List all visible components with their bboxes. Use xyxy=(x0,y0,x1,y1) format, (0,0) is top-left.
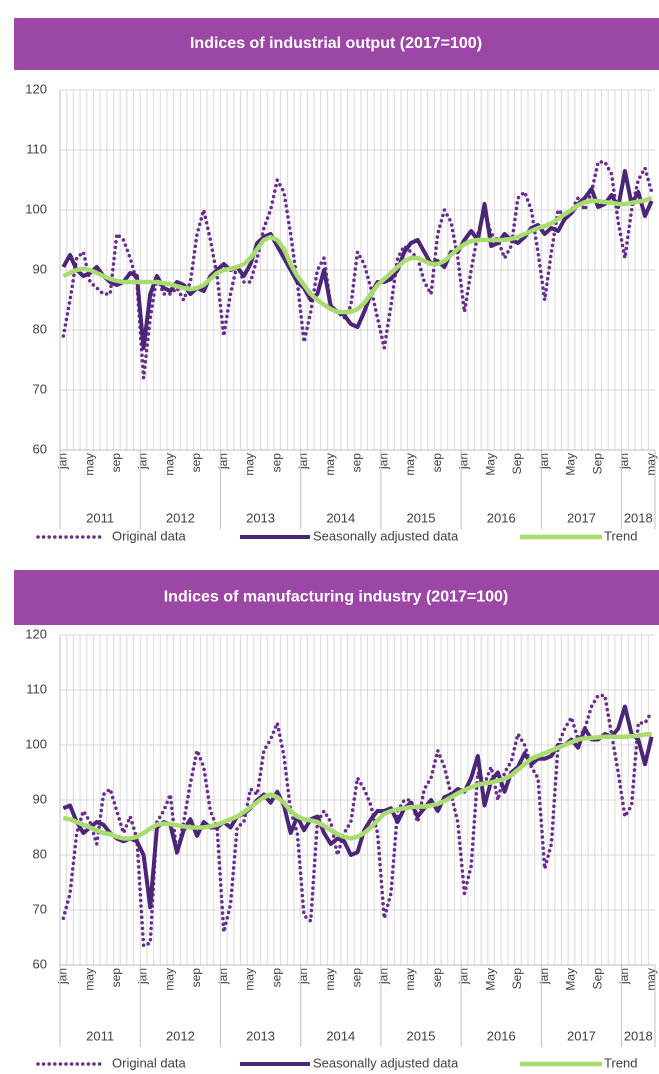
x-tick-label: may xyxy=(403,968,417,991)
x-tick-label: may xyxy=(644,453,658,476)
x-tick-label: may xyxy=(82,453,96,476)
x-tick-label: sep xyxy=(109,453,123,473)
series-line xyxy=(62,704,654,910)
y-tick-label: 120 xyxy=(25,81,47,96)
x-group-label: 2012 xyxy=(166,510,195,525)
y-tick-label: 70 xyxy=(33,381,47,396)
legend-label: Trend xyxy=(604,528,637,543)
x-group-label: 2015 xyxy=(407,510,436,525)
x-group-label: 2011 xyxy=(86,510,114,525)
legend-label: Original data xyxy=(112,528,186,543)
x-group-label: 2016 xyxy=(487,510,516,525)
legend-label: Original data xyxy=(112,1055,186,1070)
y-tick-label: 110 xyxy=(26,141,47,156)
x-group-label: 2014 xyxy=(326,510,355,525)
x-group-label: 2011 xyxy=(86,1028,114,1043)
x-tick-label: jan xyxy=(216,453,230,470)
x-group-label: 2013 xyxy=(246,510,275,525)
legend-label: Seasonally adjusted data xyxy=(313,528,459,543)
x-tick-label: jan xyxy=(376,453,390,470)
y-tick-label: 60 xyxy=(33,956,47,971)
x-tick-label: jan xyxy=(537,453,551,470)
x-group-label: 2012 xyxy=(166,1028,195,1043)
x-tick-label: Sep xyxy=(510,453,524,475)
x-group-label: 2015 xyxy=(407,1028,436,1043)
y-tick-label: 70 xyxy=(33,901,47,916)
series-line xyxy=(62,195,653,315)
x-tick-label: sep xyxy=(189,453,203,473)
chart-title: Indices of manufacturing industry (2017=… xyxy=(164,589,509,606)
x-group-label: 2013 xyxy=(246,1028,275,1043)
series-line xyxy=(62,731,652,841)
x-tick-label: sep xyxy=(269,968,283,988)
x-tick-label: may xyxy=(644,968,658,991)
y-tick-label: 100 xyxy=(25,201,47,216)
x-tick-label: jan xyxy=(457,968,471,985)
x-group-label: 2016 xyxy=(487,1028,516,1043)
series-line xyxy=(61,693,654,949)
x-tick-label: may xyxy=(162,453,176,476)
x-tick-label: jan xyxy=(537,968,551,985)
y-tick-label: 100 xyxy=(25,736,47,751)
x-tick-label: Sep xyxy=(590,968,604,990)
chart-title: Indices of industrial output (2017=100) xyxy=(190,35,482,52)
x-tick-label: sep xyxy=(189,968,203,988)
x-group-label: 2018 xyxy=(624,510,653,525)
x-tick-label: jan xyxy=(216,968,230,985)
x-tick-label: May xyxy=(483,453,497,476)
x-tick-label: jan xyxy=(136,453,150,470)
x-tick-label: jan xyxy=(296,453,310,470)
x-tick-label: jan xyxy=(56,453,70,470)
y-tick-label: 90 xyxy=(33,791,47,806)
x-tick-label: may xyxy=(403,453,417,476)
x-tick-label: jan xyxy=(296,968,310,985)
x-group-label: 2017 xyxy=(567,1028,596,1043)
legend-label: Seasonally adjusted data xyxy=(313,1055,459,1070)
x-tick-label: may xyxy=(243,968,257,991)
x-group-label: 2018 xyxy=(624,1028,653,1043)
y-tick-label: 80 xyxy=(33,321,47,336)
x-tick-label: sep xyxy=(350,453,364,473)
x-group-label: 2017 xyxy=(567,510,596,525)
x-tick-label: jan xyxy=(457,453,471,470)
x-tick-label: sep xyxy=(350,968,364,988)
x-tick-label: may xyxy=(323,453,337,476)
x-tick-label: may xyxy=(243,453,257,476)
x-group-label: 2014 xyxy=(326,1028,355,1043)
x-tick-label: Sep xyxy=(510,968,524,990)
x-tick-label: may xyxy=(82,968,96,991)
title-bar xyxy=(14,570,659,625)
x-tick-label: May xyxy=(483,968,497,991)
x-tick-label: May xyxy=(564,968,578,991)
x-tick-label: sep xyxy=(269,453,283,473)
x-tick-label: Sep xyxy=(590,453,604,475)
x-tick-label: jan xyxy=(617,968,631,985)
x-tick-label: jan xyxy=(617,453,631,470)
legend-label: Trend xyxy=(604,1055,637,1070)
x-tick-label: may xyxy=(323,968,337,991)
x-tick-label: may xyxy=(162,968,176,991)
x-tick-label: jan xyxy=(56,968,70,985)
x-tick-label: jan xyxy=(376,968,390,985)
y-tick-label: 120 xyxy=(25,626,47,641)
x-tick-label: sep xyxy=(109,968,123,988)
x-tick-label: sep xyxy=(430,968,444,988)
y-tick-label: 80 xyxy=(33,846,47,861)
y-tick-label: 60 xyxy=(33,441,47,456)
x-tick-label: May xyxy=(564,453,578,476)
y-tick-label: 110 xyxy=(26,681,47,696)
x-tick-label: jan xyxy=(136,968,150,985)
y-tick-label: 90 xyxy=(33,261,47,276)
x-tick-label: sep xyxy=(430,453,444,473)
title-bar xyxy=(14,18,659,70)
